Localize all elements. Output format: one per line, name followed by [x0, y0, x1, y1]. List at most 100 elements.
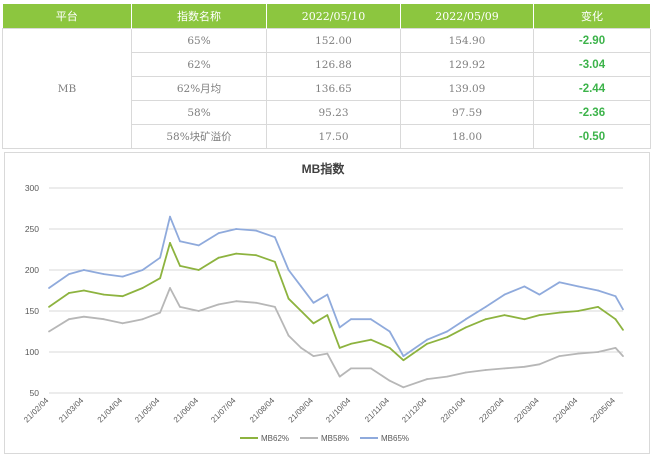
data-point — [179, 306, 181, 308]
data-point — [255, 254, 258, 257]
table-row: MB 65% 152.00 154.90 -2.90 — [2, 28, 651, 149]
data-point — [614, 295, 617, 298]
header-platform: 平台 — [2, 4, 132, 29]
change-value: -0.50 — [533, 124, 651, 149]
index-name-cell: 58%块矿溢价 — [131, 124, 267, 149]
platform-cell: MB — [2, 28, 132, 149]
data-point — [577, 352, 579, 355]
x-tick-label: 22/01/04 — [439, 396, 468, 425]
legend-label: MB58% — [321, 434, 349, 443]
data-point — [370, 338, 372, 341]
data-point — [255, 229, 258, 232]
table-row: 62% 126.88 129.92 -3.04 — [3, 52, 651, 77]
data-point — [217, 232, 220, 234]
y-tick-label: 300 — [25, 183, 39, 193]
data-point — [217, 303, 220, 306]
x-tick-label: 21/11/04 — [363, 396, 391, 424]
y-tick-label: 250 — [25, 224, 39, 234]
data-point — [48, 330, 50, 333]
data-point — [622, 355, 624, 357]
data-point — [141, 287, 144, 289]
data-point — [370, 367, 372, 370]
data-point — [426, 378, 428, 380]
x-tick-label: 22/02/04 — [477, 396, 506, 425]
data-point — [159, 256, 161, 259]
value-date-2: 129.92 — [400, 52, 534, 77]
data-point — [197, 310, 200, 312]
data-point — [103, 318, 105, 321]
data-point — [577, 285, 579, 288]
data-point — [558, 281, 561, 284]
data-point — [338, 347, 341, 349]
data-point — [446, 330, 448, 333]
table-row: 62%月均 136.65 139.09 -2.44 — [3, 76, 651, 101]
data-point — [484, 318, 487, 321]
data-point — [523, 365, 526, 368]
data-point — [83, 315, 85, 318]
header-change: 变化 — [533, 4, 651, 29]
change-value: -2.90 — [533, 28, 651, 53]
data-point — [503, 367, 506, 370]
value-date-1: 126.88 — [266, 52, 401, 77]
y-tick-label: 100 — [25, 347, 39, 357]
table-header-row: 平台 指数名称 2022/05/10 2022/05/09 变化 — [2, 4, 651, 29]
data-point — [402, 386, 405, 389]
data-point — [402, 355, 405, 357]
data-point — [197, 269, 200, 271]
index-name-cell: 65% — [131, 28, 267, 53]
data-point — [48, 306, 50, 308]
y-axis: 50 100 150 200 250 300 — [25, 183, 39, 398]
data-point — [68, 318, 70, 321]
data-point — [169, 287, 171, 289]
index-name-cell: 62%月均 — [131, 76, 267, 101]
data-point — [300, 285, 302, 288]
data-point — [446, 375, 448, 378]
data-point — [179, 240, 181, 243]
change-value: -3.04 — [533, 52, 651, 77]
data-point — [169, 215, 171, 218]
y-tick-label: 50 — [30, 388, 40, 398]
header-date-1: 2022/05/10 — [266, 4, 401, 29]
data-point — [179, 265, 181, 267]
header-index-name: 指数名称 — [131, 4, 267, 29]
legend-label: MB62% — [261, 434, 289, 443]
value-date-1: 152.00 — [266, 28, 401, 53]
x-tick-label: 22/05/04 — [589, 396, 618, 425]
data-point — [614, 347, 617, 349]
x-tick-label: 21/08/04 — [248, 396, 277, 425]
data-point — [446, 336, 448, 339]
data-point — [326, 314, 329, 316]
data-point — [312, 355, 315, 357]
data-point — [370, 318, 372, 321]
index-name-cell: 58% — [131, 100, 267, 125]
data-point — [577, 310, 579, 312]
y-tick-label: 150 — [25, 306, 39, 316]
data-point — [558, 355, 561, 357]
data-point — [235, 300, 238, 303]
data-point — [68, 273, 70, 275]
data-point — [141, 318, 144, 321]
data-point — [464, 326, 467, 329]
data-point — [426, 338, 428, 341]
data-point — [350, 318, 352, 321]
data-point — [235, 228, 238, 230]
data-point — [300, 310, 302, 312]
x-tick-label: 21/09/04 — [287, 396, 316, 425]
data-point — [484, 306, 487, 308]
series-line-mb62pct — [48, 242, 624, 362]
chart-container: MB指数 50 100 150 200 250 300 21/02/04 21/03/04 2… — [4, 152, 650, 454]
legend-label: MB65% — [381, 434, 409, 443]
price-table: 平台 指数名称 2022/05/10 2022/05/09 变化 MB 65% … — [2, 4, 651, 149]
data-point — [503, 293, 506, 296]
data-point — [622, 308, 624, 311]
data-point — [68, 292, 70, 294]
data-point — [402, 359, 405, 362]
data-point — [538, 314, 541, 316]
data-point — [83, 289, 85, 292]
x-tick-label: 21/04/04 — [96, 396, 125, 425]
index-name-cell: 62% — [131, 52, 267, 77]
x-tick-label: 21/03/04 — [57, 396, 86, 425]
table-row: 58%块矿溢价 17.50 18.00 -0.50 — [3, 124, 651, 149]
data-point — [287, 297, 290, 300]
